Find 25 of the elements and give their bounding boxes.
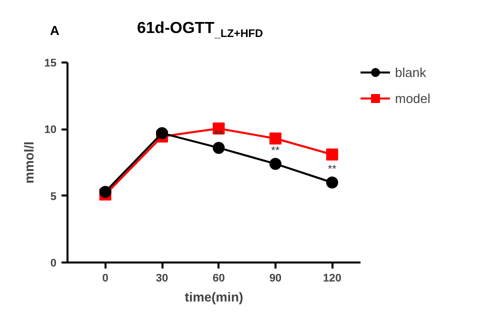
x-axis-title: time(min) [184, 290, 244, 304]
text: A [50, 22, 60, 40]
y-tick-label: 10 [44, 124, 57, 136]
chart-title: 61d-OGTT$_{_LZ+HFD}$ [137, 19, 263, 42]
x-tick-label: 60 [212, 272, 225, 284]
legend-label: model [395, 90, 430, 106]
point [269, 132, 282, 144]
y-tick-label: 0 [50, 258, 57, 270]
point [326, 176, 338, 188]
point [269, 158, 282, 170]
y-tick-label: 5 [50, 190, 57, 203]
x-tick-label: 0 [102, 272, 108, 284]
x-tick-label: 90 [269, 272, 282, 284]
x-tick-label: 120 [322, 272, 342, 284]
x-tick-label: 30 [156, 272, 168, 284]
legend-label: blank [395, 64, 426, 80]
y-axis-title: mmol/l [21, 142, 36, 184]
point [99, 186, 112, 198]
annotation: ** [271, 144, 280, 157]
point [212, 142, 225, 154]
annotation: ** [328, 164, 338, 176]
y-tick-label: 15 [44, 58, 57, 70]
annotation: ** [214, 128, 224, 141]
point [156, 127, 168, 140]
point [326, 148, 338, 160]
